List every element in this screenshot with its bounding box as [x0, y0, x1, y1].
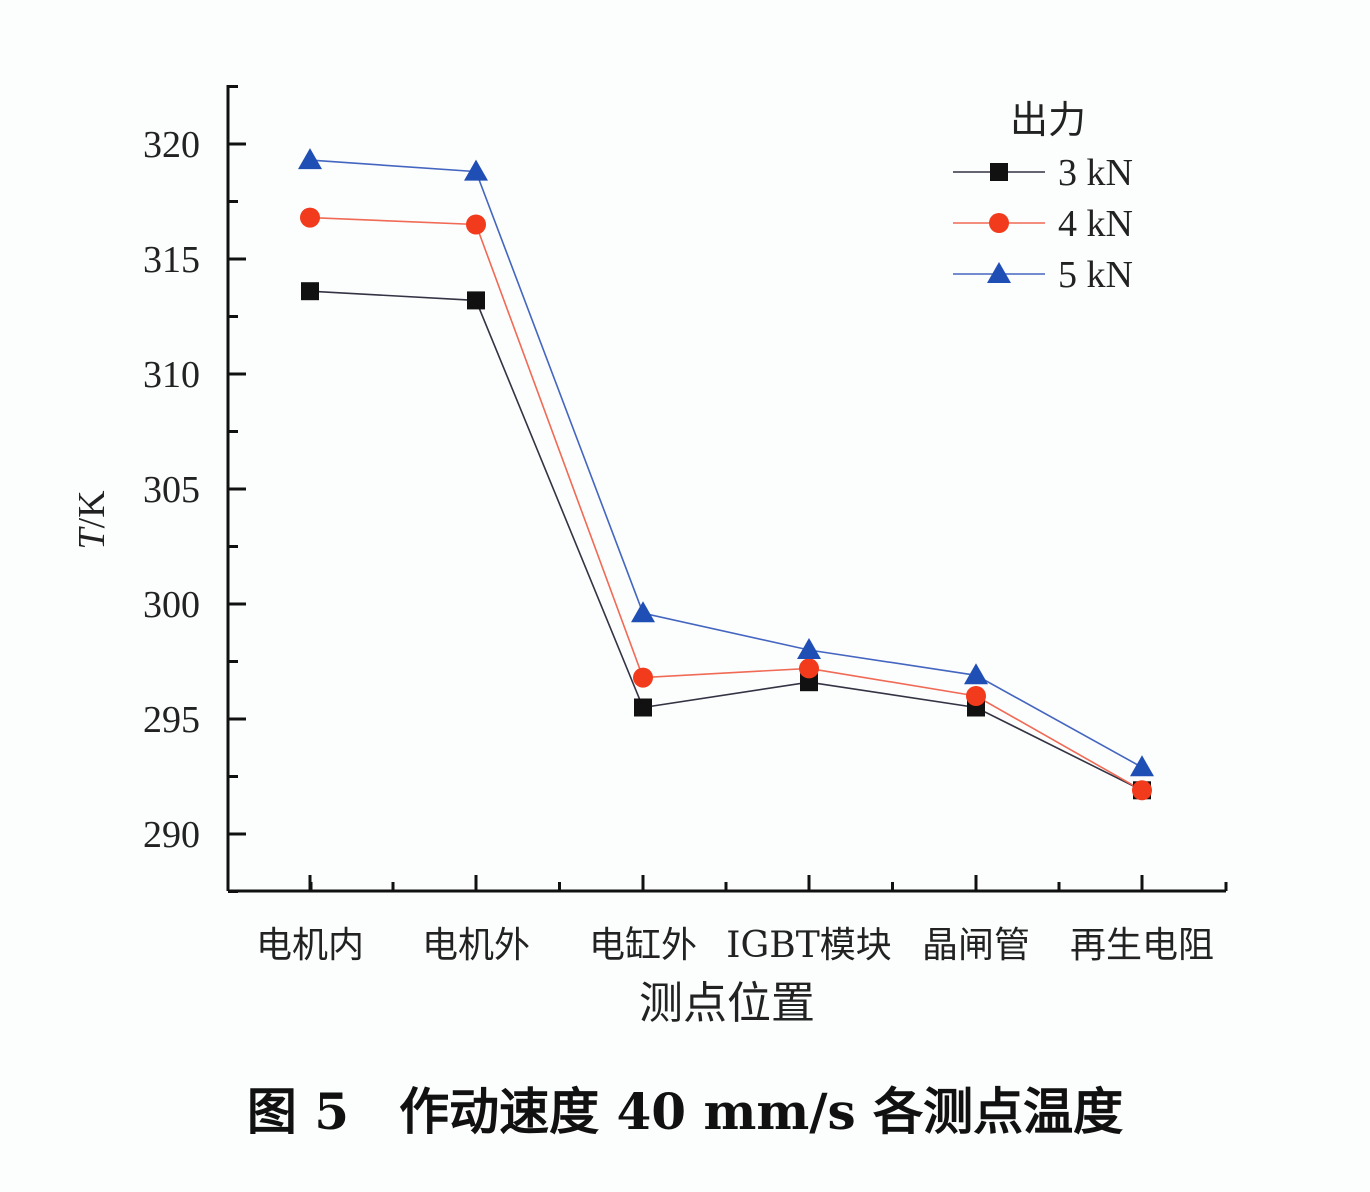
data-point — [633, 667, 653, 688]
legend-label: 3 kN — [1058, 152, 1133, 194]
y-tick-label: 300 — [143, 584, 200, 626]
data-point — [966, 686, 986, 706]
data-point — [464, 159, 488, 181]
y-tick-label: 290 — [143, 814, 200, 856]
legend-marker — [987, 262, 1011, 283]
axes: 290 295 300 305 310 315 320 电机内 电机外 电缸外 IGBT模块 晶闸管再… — [143, 85, 1228, 966]
y-tick-label: 310 — [143, 354, 200, 396]
y-tick-label: 320 — [143, 124, 200, 166]
x-tick-label: IGBT模块 — [726, 925, 891, 966]
data-point — [1132, 780, 1152, 801]
data-point — [301, 282, 319, 301]
legend-marker — [990, 163, 1008, 181]
data-point — [1130, 755, 1154, 777]
series-line-1 — [309, 216, 1143, 791]
data-point — [466, 214, 486, 235]
y-axis-label: T/K — [71, 490, 113, 550]
x-tick-label: 再生电阻 — [1070, 925, 1214, 966]
data-point — [800, 673, 818, 692]
y-tick-label: 315 — [143, 239, 200, 281]
legend-label: 4 kN — [1058, 203, 1133, 245]
data-point — [799, 658, 819, 679]
series-line-2 — [309, 159, 1143, 768]
data-point — [964, 663, 988, 685]
data-point — [298, 148, 322, 170]
x-tick-label: 晶闸管 — [922, 925, 1030, 966]
data-point — [467, 291, 485, 310]
series-line-0 — [309, 290, 1143, 792]
y-tick-label: 295 — [143, 699, 200, 741]
legend-marker — [989, 213, 1009, 233]
x-tick-label: 电缸外 — [589, 925, 697, 966]
data-point — [797, 638, 821, 659]
data-point — [631, 601, 655, 623]
x-axis-label: 测点位置 — [639, 978, 815, 1029]
series-lines — [309, 159, 1143, 792]
legend: 3 kN 4 kN 5 kN 出力 — [953, 98, 1133, 296]
x-tick-label: 电机外 — [422, 925, 530, 966]
figure-caption: 图 5 作动速度 40 mm/s 各测点温度 — [246, 1082, 1124, 1141]
data-point — [634, 698, 652, 717]
series-markers — [298, 148, 1154, 801]
x-tick-label: 电机内 — [256, 925, 364, 966]
legend-label: 5 kN — [1058, 254, 1133, 296]
legend-title: 出力 — [1010, 98, 1086, 142]
data-point — [300, 207, 320, 228]
y-tick-label: 305 — [143, 469, 200, 511]
